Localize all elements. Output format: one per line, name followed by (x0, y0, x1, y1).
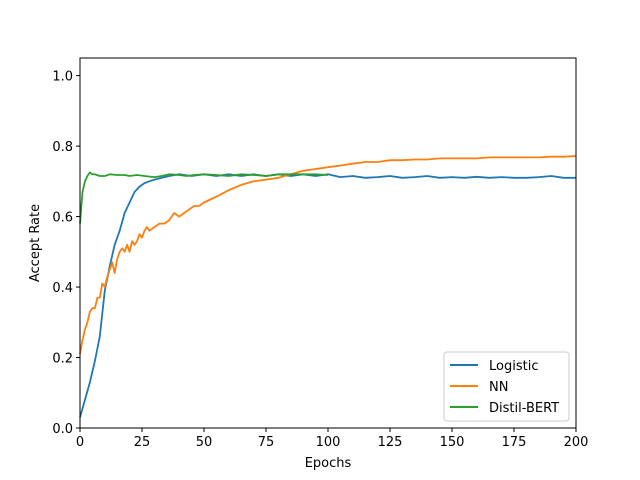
x-tick-label: 125 (378, 435, 403, 450)
x-axis-ticks: 0 25 50 75 100 125 150 175 200 (76, 428, 589, 450)
series-line-distil-bert (79, 171, 329, 224)
x-tick-label: 150 (440, 435, 465, 450)
legend-label-nn: NN (489, 380, 508, 395)
x-tick-label: 75 (258, 435, 275, 450)
x-tick-label: 0 (76, 435, 84, 450)
x-tick-label: 100 (316, 435, 341, 450)
y-tick-label: 0.0 (52, 422, 73, 437)
series-line-nn (79, 155, 577, 355)
series-layer (79, 155, 577, 418)
x-tick-label: 175 (502, 435, 527, 450)
y-tick-label: 0.6 (52, 211, 73, 226)
y-tick-label: 0.8 (52, 140, 73, 155)
legend-label-logistic: Logistic (489, 359, 538, 374)
y-axis-title: Accept Rate (28, 204, 43, 282)
y-axis-ticks: 0.0 0.2 0.4 0.6 0.8 1.0 (52, 70, 80, 437)
y-tick-label: 1.0 (52, 70, 73, 85)
y-tick-label: 0.4 (52, 281, 73, 296)
legend-label-distil-bert: Distil-BERT (489, 401, 559, 416)
x-tick-label: 50 (196, 435, 213, 450)
legend: Logistic NN Distil-BERT (443, 351, 570, 422)
x-tick-label: 25 (134, 435, 151, 450)
x-tick-label: 200 (564, 435, 589, 450)
x-axis-title: Epochs (305, 456, 352, 471)
y-tick-label: 0.2 (52, 352, 73, 367)
legend-box (443, 351, 570, 422)
